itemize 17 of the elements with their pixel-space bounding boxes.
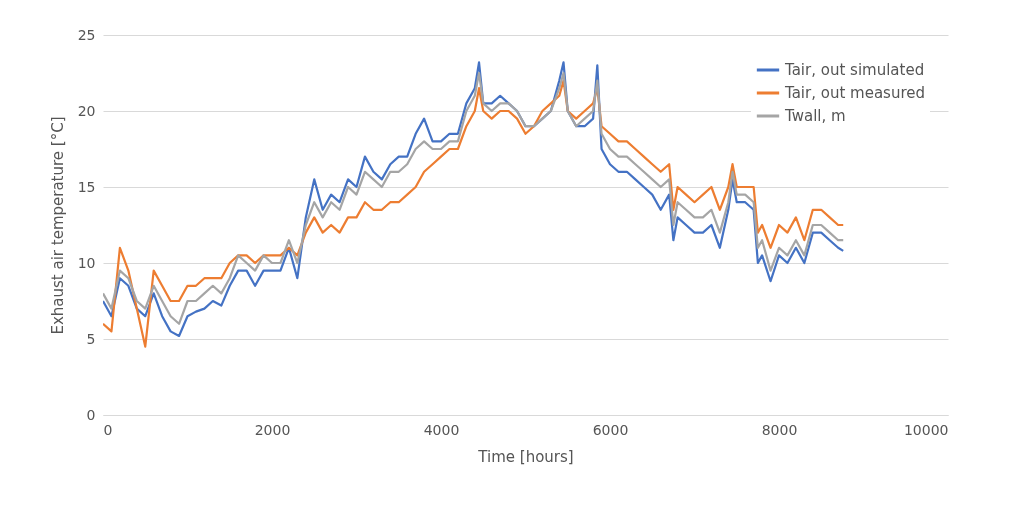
y-tick-label: 5 bbox=[86, 330, 96, 347]
legend-label: Tair, out measured bbox=[784, 84, 926, 102]
y-tick-label: 10 bbox=[77, 254, 96, 271]
y-tick-label: 25 bbox=[77, 26, 96, 43]
y-tick-label: 20 bbox=[77, 102, 96, 119]
x-tick-label: 8000 bbox=[761, 421, 798, 438]
x-tick-label: 10000 bbox=[903, 421, 949, 438]
legend-label: Tair, out simulated bbox=[784, 61, 925, 79]
x-tick-label: 6000 bbox=[592, 421, 629, 438]
x-tick-label: 2000 bbox=[254, 421, 291, 438]
x-axis-title: Time [hours] bbox=[477, 447, 574, 466]
x-tick-label: 0 bbox=[103, 421, 113, 438]
legend-label: Twall, m bbox=[784, 107, 846, 125]
y-tick-label: 15 bbox=[77, 178, 96, 195]
y-tick-label: 0 bbox=[86, 406, 96, 423]
x-tick-label: 4000 bbox=[423, 421, 460, 438]
y-axis-title: Exhaust air temperature [°C] bbox=[48, 116, 67, 335]
